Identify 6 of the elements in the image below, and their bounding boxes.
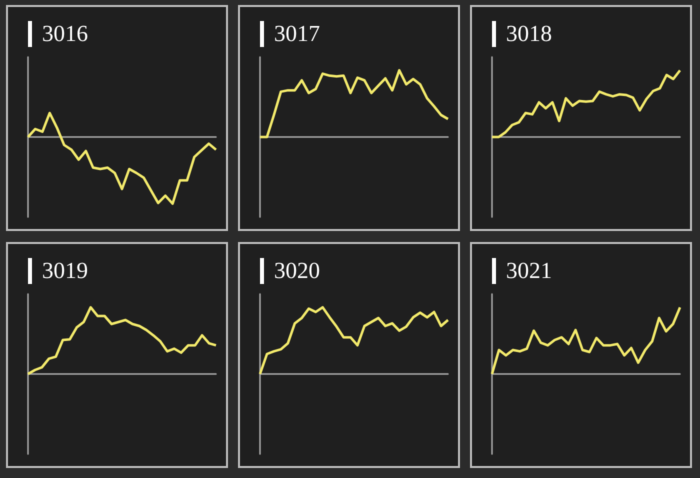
chart-title: 3019	[42, 258, 88, 284]
chart-title: 3016	[42, 21, 88, 47]
chart-title: 3020	[274, 258, 320, 284]
chart-title: 3017	[274, 21, 320, 47]
chart-title: 3021	[506, 258, 552, 284]
chart-title: 3018	[506, 21, 552, 47]
